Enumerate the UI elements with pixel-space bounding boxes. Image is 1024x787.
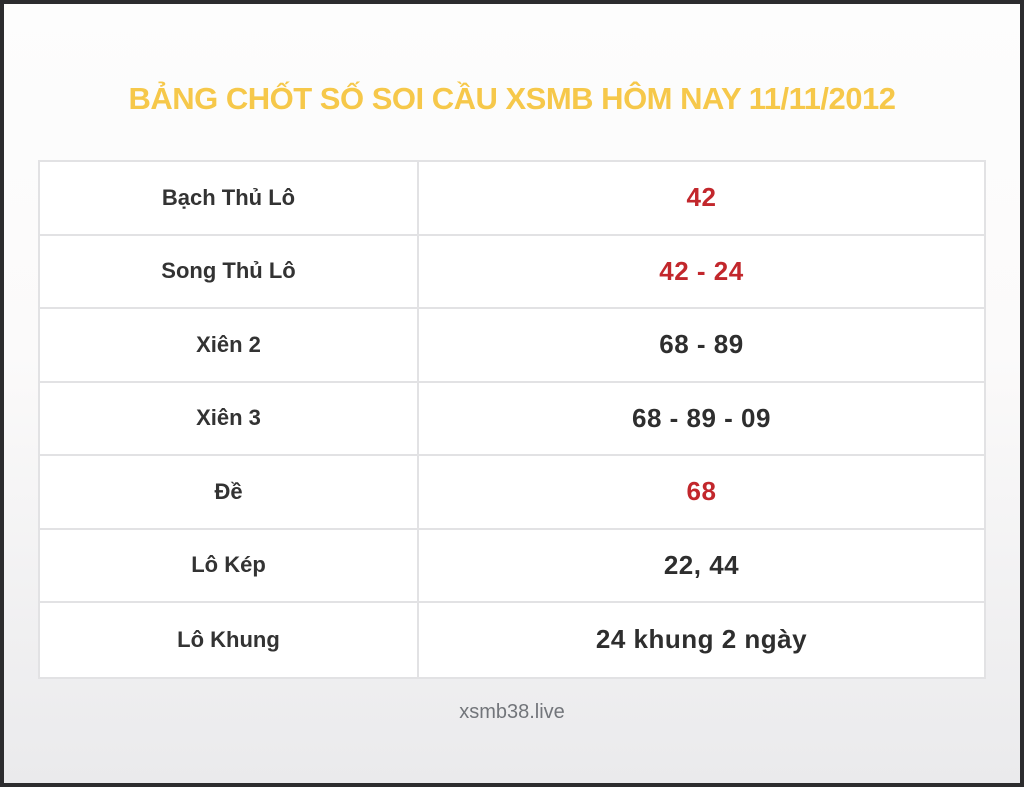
table-row: Lô Kép 22, 44 xyxy=(40,529,984,603)
prediction-table: Bạch Thủ Lô 42 Song Thủ Lô 42 - 24 Xiên … xyxy=(38,160,986,679)
table-row: Xiên 3 68 - 89 - 09 xyxy=(40,382,984,456)
table-row: Lô Khung 24 khung 2 ngày xyxy=(40,603,984,677)
table-row: Đề 68 xyxy=(40,456,984,530)
row-label: Lô Khung xyxy=(40,603,419,677)
table-row: Bạch Thủ Lô 42 xyxy=(40,162,984,236)
table-row: Xiên 2 68 - 89 xyxy=(40,309,984,383)
row-label: Song Thủ Lô xyxy=(40,235,419,307)
page-title: BẢNG CHỐT SỐ SOI CẦU XSMB HÔM NAY 11/11/… xyxy=(128,81,896,116)
row-value: 68 xyxy=(686,476,717,507)
row-label: Xiên 2 xyxy=(40,309,419,381)
table-row: Song Thủ Lô 42 - 24 xyxy=(40,235,984,309)
row-label: Bạch Thủ Lô xyxy=(40,162,419,234)
row-value: 22, 44 xyxy=(663,549,740,580)
row-value: 68 - 89 - 09 xyxy=(632,402,771,433)
row-value: 24 khung 2 ngày xyxy=(595,624,808,655)
row-value: 42 xyxy=(686,182,717,213)
row-label: Lô Kép xyxy=(40,529,419,601)
row-value: 68 - 89 xyxy=(659,329,744,360)
footer-watermark: xsmb38.live xyxy=(459,700,565,723)
row-label: Đề xyxy=(40,456,419,528)
row-value: 42 - 24 xyxy=(659,255,744,286)
row-label: Xiên 3 xyxy=(40,382,419,454)
